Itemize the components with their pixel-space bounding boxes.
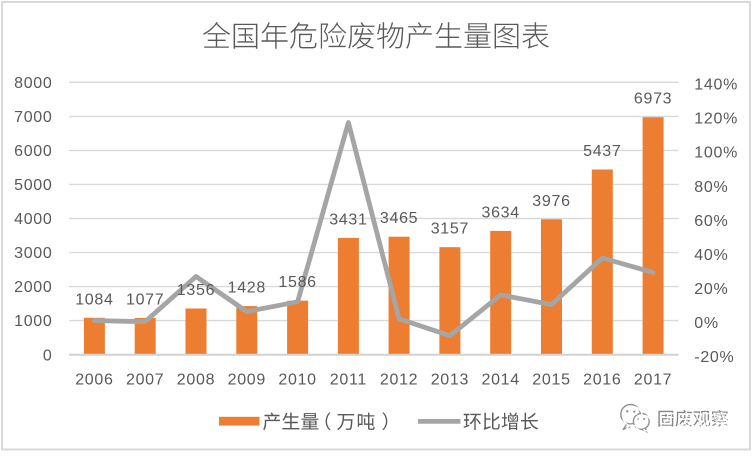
svg-text:1428: 1428 [228,280,266,297]
svg-text:2009: 2009 [228,372,266,389]
svg-text:8000: 8000 [14,75,52,92]
svg-text:60%: 60% [694,213,728,230]
svg-text:100%: 100% [694,145,738,162]
svg-text:3000: 3000 [14,245,52,262]
svg-text:2017: 2017 [634,372,672,389]
svg-text:7000: 7000 [14,109,52,126]
svg-text:2012: 2012 [380,372,418,389]
svg-text:2013: 2013 [431,372,469,389]
svg-text:1077: 1077 [126,292,164,309]
svg-text:140%: 140% [694,77,738,94]
svg-text:3976: 3976 [532,193,570,210]
svg-text:40%: 40% [694,247,728,264]
svg-text:2006: 2006 [75,372,113,389]
svg-text:3157: 3157 [431,221,469,238]
svg-text:3465: 3465 [380,210,418,227]
svg-text:0%: 0% [694,315,719,332]
svg-text:-20%: -20% [694,349,734,366]
svg-text:2010: 2010 [278,372,316,389]
svg-text:80%: 80% [694,179,728,196]
svg-text:2016: 2016 [583,372,621,389]
svg-text:2011: 2011 [330,372,367,389]
svg-text:1586: 1586 [278,274,316,291]
svg-text:1084: 1084 [75,291,113,308]
svg-text:1000: 1000 [14,313,52,330]
svg-text:2007: 2007 [126,372,164,389]
svg-text:2008: 2008 [177,372,215,389]
svg-text:2000: 2000 [14,279,52,296]
svg-text:4000: 4000 [14,211,52,228]
svg-text:2015: 2015 [532,372,570,389]
svg-text:20%: 20% [694,281,728,298]
svg-text:2014: 2014 [481,372,519,389]
svg-text:1356: 1356 [177,282,215,299]
svg-text:5000: 5000 [14,177,52,194]
svg-text:3634: 3634 [481,204,519,221]
svg-text:5437: 5437 [583,143,621,160]
svg-text:120%: 120% [694,111,738,128]
svg-text:3431: 3431 [329,211,367,228]
svg-text:6973: 6973 [634,91,672,108]
svg-text:0: 0 [43,347,53,364]
svg-text:6000: 6000 [14,143,52,160]
